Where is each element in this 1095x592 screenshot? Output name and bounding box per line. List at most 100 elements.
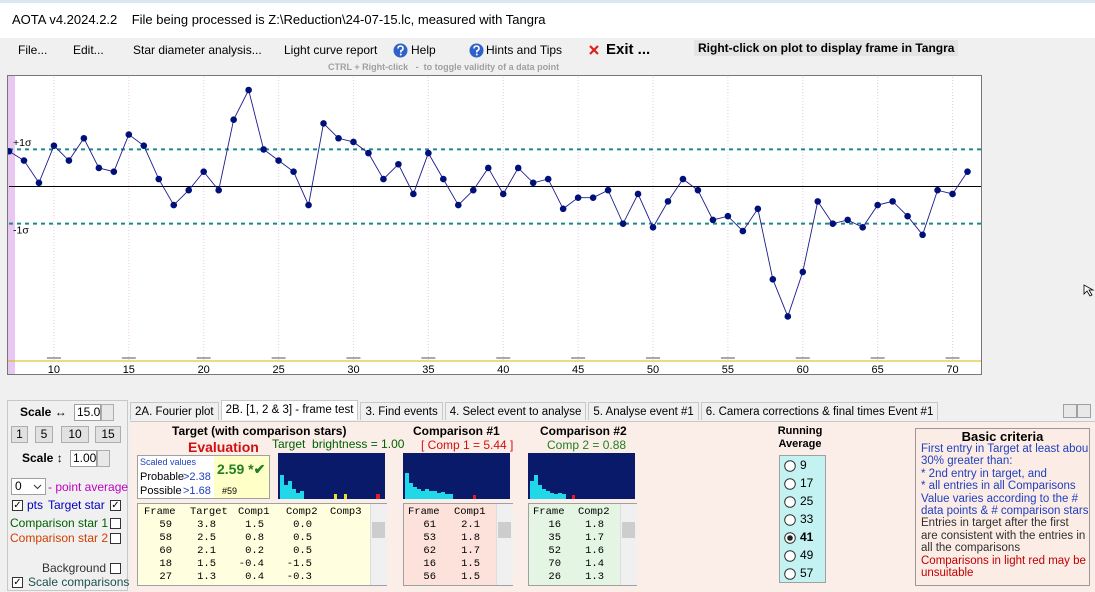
scroll-thumb[interactable]: [622, 522, 635, 538]
data-point[interactable]: [95, 164, 103, 172]
data-point[interactable]: [919, 231, 926, 239]
tab[interactable]: 4. Select event to analyse: [444, 402, 587, 420]
light-curve-plot[interactable]: 10 15 20 25 30 35 40 45 50 55 60 65 70 +1σ -1σ: [7, 75, 982, 375]
menu-help[interactable]: Help: [411, 43, 436, 57]
menu-light-curve[interactable]: Light curve report: [284, 43, 378, 57]
data-point[interactable]: [499, 190, 507, 198]
data-point[interactable]: [844, 216, 852, 224]
tab-scroll-left[interactable]: [1063, 404, 1077, 418]
tab[interactable]: 5. Analyse event #1: [588, 402, 699, 420]
data-point[interactable]: [110, 168, 118, 175]
comp2-checkbox[interactable]: [110, 533, 121, 544]
data-point[interactable]: [604, 186, 612, 194]
data-point[interactable]: [769, 276, 777, 283]
data-point[interactable]: [365, 149, 372, 157]
data-point[interactable]: [814, 198, 822, 205]
data-point[interactable]: [7, 147, 13, 155]
data-point[interactable]: [589, 194, 597, 201]
scale-button[interactable]: 5: [35, 426, 53, 443]
data-point[interactable]: [874, 201, 881, 209]
data-point[interactable]: [784, 313, 792, 320]
tab[interactable]: 2B. [1, 2 & 3] - frame test: [220, 400, 359, 420]
data-point[interactable]: [410, 190, 417, 198]
menu-file[interactable]: File...: [18, 43, 48, 57]
scale-button[interactable]: 1: [11, 426, 28, 443]
comp1-checkbox[interactable]: [110, 518, 121, 529]
data-point[interactable]: [425, 149, 432, 157]
data-point[interactable]: [949, 190, 956, 198]
scale-button[interactable]: 15: [95, 426, 121, 443]
menu-hints[interactable]: Hints and Tips: [486, 43, 563, 57]
point-average-select[interactable]: 0: [11, 478, 46, 495]
data-point[interactable]: [185, 186, 193, 194]
data-point[interactable]: [754, 205, 762, 213]
scale-button[interactable]: 10: [61, 426, 89, 443]
scale-h-spinner[interactable]: [101, 404, 114, 421]
menu-exit[interactable]: Exit ...: [606, 41, 651, 58]
data-point[interactable]: [904, 212, 911, 220]
radio[interactable]: [784, 460, 796, 472]
data-point[interactable]: [619, 220, 627, 227]
data-point[interactable]: [859, 224, 866, 231]
data-point[interactable]: [634, 190, 642, 198]
radio[interactable]: [784, 532, 796, 544]
data-point[interactable]: [559, 205, 567, 213]
pts-checkbox[interactable]: ✓: [12, 500, 23, 511]
data-point[interactable]: [65, 157, 73, 164]
data-point[interactable]: [739, 227, 747, 235]
data-point[interactable]: [889, 198, 896, 205]
data-point[interactable]: [140, 142, 148, 149]
scale-h-input[interactable]: 15.0: [74, 404, 101, 421]
data-point[interactable]: [649, 224, 657, 231]
scroll-thumb[interactable]: [372, 522, 385, 538]
data-point[interactable]: [380, 175, 387, 183]
data-point[interactable]: [35, 179, 43, 187]
data-point[interactable]: [694, 186, 702, 194]
tab[interactable]: 3. Find events: [360, 402, 443, 420]
data-point[interactable]: [574, 194, 582, 201]
data-point[interactable]: [469, 186, 477, 194]
data-point[interactable]: [200, 168, 207, 175]
data-point[interactable]: [829, 220, 837, 227]
data-point[interactable]: [215, 186, 222, 194]
scroll-thumb[interactable]: [498, 522, 511, 538]
data-point[interactable]: [799, 268, 807, 276]
radio[interactable]: [784, 514, 796, 526]
data-point[interactable]: [350, 138, 357, 146]
target-star-checkbox[interactable]: ✓: [110, 500, 121, 511]
tab-scroll-right[interactable]: [1077, 404, 1091, 418]
data-point[interactable]: [544, 175, 552, 183]
data-point[interactable]: [320, 120, 327, 127]
data-point[interactable]: [514, 164, 522, 172]
data-point[interactable]: [455, 201, 462, 209]
scale-v-input[interactable]: 1.00: [70, 450, 97, 467]
tab[interactable]: 2A. Fourier plot: [130, 402, 219, 420]
data-point[interactable]: [230, 116, 237, 123]
menu-star-diameter[interactable]: Star diameter analysis...: [133, 43, 262, 57]
data-point[interactable]: [395, 160, 402, 168]
radio[interactable]: [784, 478, 796, 490]
data-point[interactable]: [290, 168, 297, 175]
scale-v-spinner[interactable]: [97, 450, 110, 467]
data-point[interactable]: [335, 134, 342, 142]
data-point[interactable]: [964, 168, 971, 175]
data-point[interactable]: [934, 186, 941, 194]
scale-comparisons-checkbox[interactable]: ✓: [12, 577, 23, 588]
data-point[interactable]: [170, 201, 178, 209]
background-checkbox[interactable]: [110, 563, 121, 574]
data-point[interactable]: [80, 134, 88, 142]
data-point[interactable]: [260, 146, 267, 153]
data-point[interactable]: [275, 157, 282, 164]
data-point[interactable]: [724, 212, 732, 220]
data-point[interactable]: [305, 201, 312, 209]
data-point[interactable]: [679, 175, 687, 183]
radio[interactable]: [784, 550, 796, 562]
data-point[interactable]: [440, 175, 447, 183]
data-point[interactable]: [50, 142, 58, 149]
data-point[interactable]: [664, 198, 672, 205]
tab[interactable]: 6. Camera corrections & final times Even…: [700, 402, 939, 420]
menu-edit[interactable]: Edit...: [73, 43, 104, 57]
data-point[interactable]: [709, 216, 717, 224]
radio[interactable]: [784, 496, 796, 508]
data-point[interactable]: [20, 157, 28, 164]
